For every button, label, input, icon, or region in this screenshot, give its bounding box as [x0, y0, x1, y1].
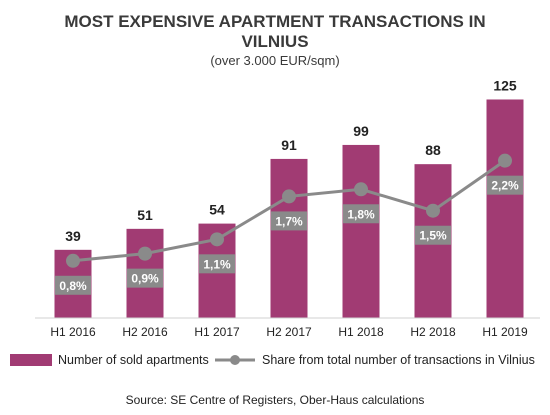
bar-value-label: 88	[425, 142, 441, 158]
legend-swatch-bars	[10, 354, 52, 366]
share-label-box	[415, 225, 451, 245]
bar-value-label: 54	[209, 202, 225, 218]
share-label-box	[487, 175, 523, 195]
share-value-label: 1,8%	[347, 207, 375, 221]
line-series: 0,8% 0,9% 1,1% 1,7% 1,8% 1,5% 2,2%	[55, 153, 523, 295]
share-point	[426, 203, 440, 218]
share-point	[282, 189, 296, 204]
bar	[270, 158, 308, 318]
bar-series	[54, 99, 524, 319]
share-value-label: 1,1%	[203, 257, 231, 271]
share-value-label: 1,7%	[275, 214, 303, 228]
share-label-box	[199, 254, 235, 274]
share-point	[498, 153, 512, 168]
chart-title-line-2: VILNIUS	[241, 32, 308, 51]
chart-source: Source: SE Centre of Registers, Ober-Hau…	[126, 393, 425, 407]
x-tick-label: H1 2017	[194, 325, 240, 339]
bar	[486, 99, 524, 319]
share-point	[66, 253, 80, 268]
bar-value-label: 39	[65, 228, 81, 244]
share-label-box	[127, 268, 163, 288]
share-label-box	[271, 211, 307, 231]
legend-label-bars: Number of sold apartments	[58, 353, 209, 367]
x-tick-label: H1 2016	[50, 325, 96, 339]
x-tick-label: H1 2019	[482, 325, 528, 339]
share-label-box	[343, 204, 379, 224]
bar-value-label: 99	[353, 123, 369, 139]
legend: Number of sold apartments Share from tot…	[10, 353, 535, 367]
chart-subtitle: (over 3.000 EUR/sqm)	[210, 53, 339, 68]
x-axis-ticks: H1 2016 H2 2016 H1 2017 H2 2017 H1 2018 H2 20…	[50, 325, 528, 339]
bar-value-label: 125	[493, 77, 517, 93]
x-tick-label: H2 2017	[266, 325, 312, 339]
share-point	[210, 232, 224, 247]
legend-label-line: Share from total number of transactions …	[262, 353, 535, 367]
bar	[342, 144, 380, 318]
share-value-label: 0,8%	[59, 279, 87, 293]
bar-value-labels: 39 51 54 91 99 88 125	[65, 77, 517, 243]
share-value-label: 0,9%	[131, 272, 159, 286]
chart-title-line-1: MOST EXPENSIVE APARTMENT TRANSACTIONS IN	[64, 12, 485, 31]
x-tick-label: H2 2018	[410, 325, 456, 339]
bar-value-label: 51	[137, 207, 153, 223]
x-tick-label: H1 2018	[338, 325, 384, 339]
share-label-box	[55, 275, 91, 295]
share-value-label: 1,5%	[419, 229, 447, 243]
bar-value-label: 91	[281, 137, 297, 153]
share-point	[138, 246, 152, 261]
legend-swatch-marker	[230, 355, 240, 365]
share-point	[354, 182, 368, 197]
x-tick-label: H2 2016	[122, 325, 168, 339]
share-value-label: 2,2%	[491, 179, 519, 193]
